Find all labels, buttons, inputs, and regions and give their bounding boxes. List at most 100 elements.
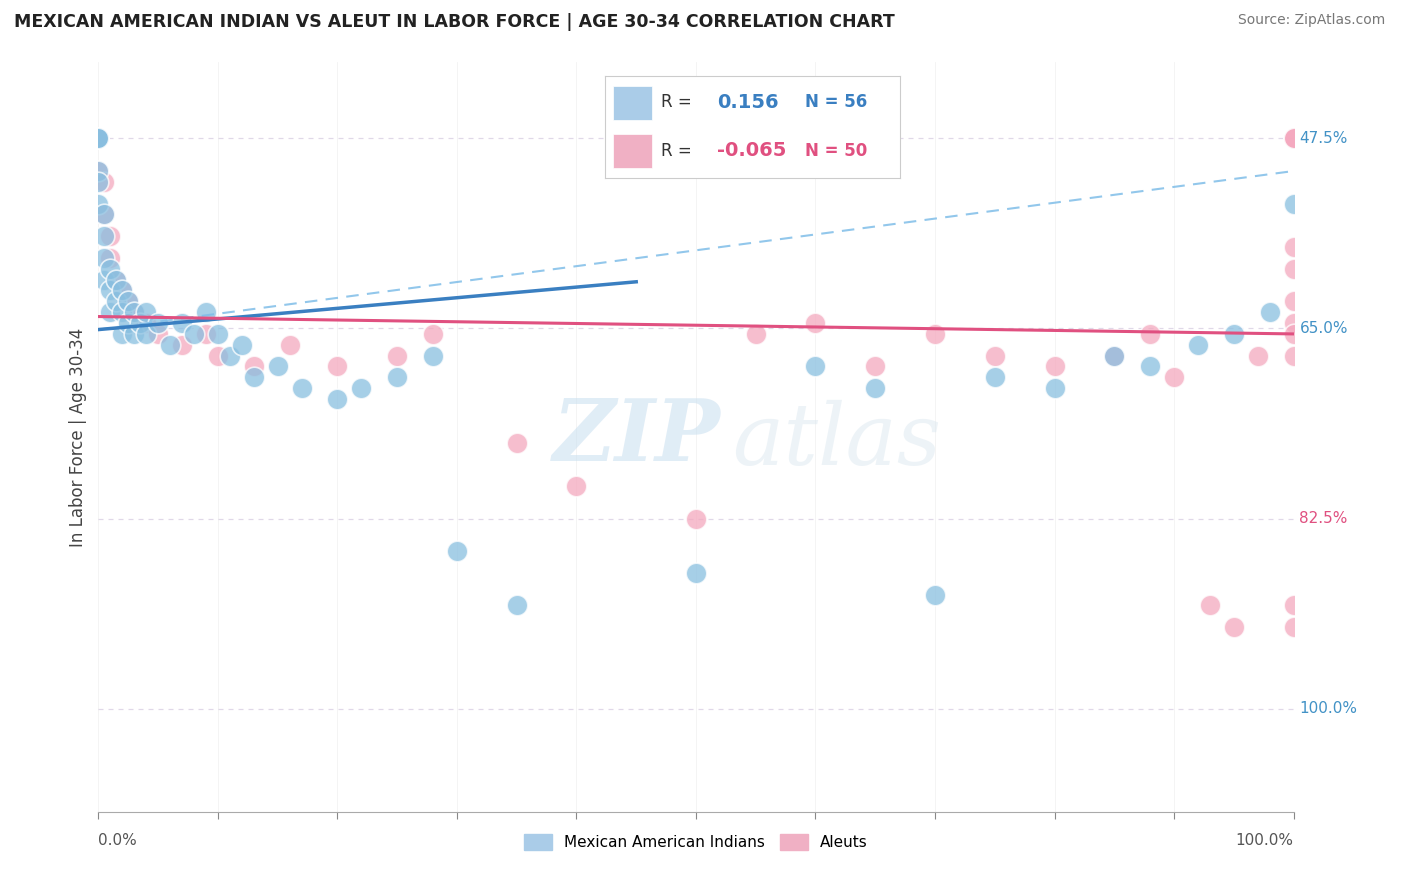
Point	[117, 316, 139, 330]
Text: 82.5%: 82.5%	[1299, 511, 1348, 526]
Text: R =: R =	[661, 94, 692, 112]
Point	[148, 326, 170, 341]
Point	[1223, 620, 1246, 634]
Point	[87, 164, 110, 178]
Point	[98, 284, 122, 298]
Point	[506, 435, 529, 450]
Point	[422, 349, 444, 363]
Point	[87, 131, 110, 145]
Point	[124, 305, 146, 319]
Point	[124, 326, 146, 341]
Point	[350, 381, 373, 395]
Point	[1187, 338, 1209, 352]
Point	[1043, 359, 1066, 374]
Point	[1163, 370, 1185, 384]
Point	[105, 272, 128, 286]
Text: Source: ZipAtlas.com: Source: ZipAtlas.com	[1237, 13, 1385, 28]
Point	[87, 131, 110, 145]
Point	[984, 370, 1007, 384]
Point	[105, 294, 128, 309]
Point	[745, 326, 768, 341]
Point	[148, 316, 170, 330]
FancyBboxPatch shape	[613, 135, 652, 168]
Point	[231, 338, 253, 352]
Point	[117, 294, 139, 309]
Point	[1282, 131, 1305, 145]
Point	[865, 381, 887, 395]
Point	[87, 131, 110, 145]
Point	[135, 305, 157, 319]
Point	[135, 326, 157, 341]
Point	[87, 131, 110, 145]
Point	[326, 359, 349, 374]
Point	[98, 251, 122, 265]
Point	[267, 359, 290, 374]
Point	[243, 370, 266, 384]
Text: MEXICAN AMERICAN INDIAN VS ALEUT IN LABOR FORCE | AGE 30-34 CORRELATION CHART: MEXICAN AMERICAN INDIAN VS ALEUT IN LABO…	[14, 13, 894, 31]
Point	[1282, 349, 1305, 363]
Point	[984, 349, 1007, 363]
Point	[135, 316, 157, 330]
Point	[93, 251, 115, 265]
Point	[1258, 305, 1281, 319]
Point	[1139, 326, 1161, 341]
Point	[111, 284, 134, 298]
Point	[98, 305, 122, 319]
Point	[93, 229, 115, 244]
Point	[1282, 240, 1305, 254]
Point	[326, 392, 349, 406]
Text: 100.0%: 100.0%	[1236, 833, 1294, 848]
Point	[207, 349, 229, 363]
Text: -0.065: -0.065	[717, 141, 786, 161]
Point	[111, 305, 134, 319]
Point	[565, 479, 588, 493]
Point	[87, 196, 110, 211]
Point	[93, 175, 115, 189]
Point	[1139, 359, 1161, 374]
Point	[111, 326, 134, 341]
Text: R =: R =	[661, 142, 697, 160]
Text: 100.0%: 100.0%	[1299, 701, 1358, 716]
Point	[98, 261, 122, 276]
Point	[93, 207, 115, 221]
Legend: Mexican American Indians, Aleuts: Mexican American Indians, Aleuts	[519, 828, 873, 856]
Point	[93, 207, 115, 221]
Point	[1282, 261, 1305, 276]
Text: N = 50: N = 50	[806, 142, 868, 160]
Text: 47.5%: 47.5%	[1299, 131, 1348, 146]
Point	[87, 131, 110, 145]
Text: atlas: atlas	[733, 400, 941, 483]
Point	[87, 131, 110, 145]
Y-axis label: In Labor Force | Age 30-34: In Labor Force | Age 30-34	[69, 327, 87, 547]
Point	[1282, 599, 1305, 613]
Point	[685, 566, 707, 580]
Point	[87, 164, 110, 178]
Point	[195, 326, 218, 341]
Text: 0.156: 0.156	[717, 93, 779, 112]
Point	[1199, 599, 1222, 613]
Point	[87, 131, 110, 145]
Point	[422, 326, 444, 341]
Point	[1282, 131, 1305, 145]
Point	[1282, 131, 1305, 145]
Point	[87, 131, 110, 145]
Point	[1282, 294, 1305, 309]
Point	[219, 349, 242, 363]
Point	[385, 370, 409, 384]
Point	[183, 326, 205, 341]
Point	[1247, 349, 1270, 363]
Point	[924, 326, 946, 341]
Point	[506, 599, 529, 613]
Point	[1043, 381, 1066, 395]
FancyBboxPatch shape	[613, 87, 652, 120]
Point	[1282, 326, 1305, 341]
Text: 0.0%: 0.0%	[98, 833, 138, 848]
Point	[207, 326, 229, 341]
Point	[117, 294, 139, 309]
Point	[124, 305, 146, 319]
Point	[1282, 316, 1305, 330]
Point	[385, 349, 409, 363]
Point	[924, 588, 946, 602]
Text: N = 56: N = 56	[806, 94, 868, 112]
Point	[804, 359, 827, 374]
